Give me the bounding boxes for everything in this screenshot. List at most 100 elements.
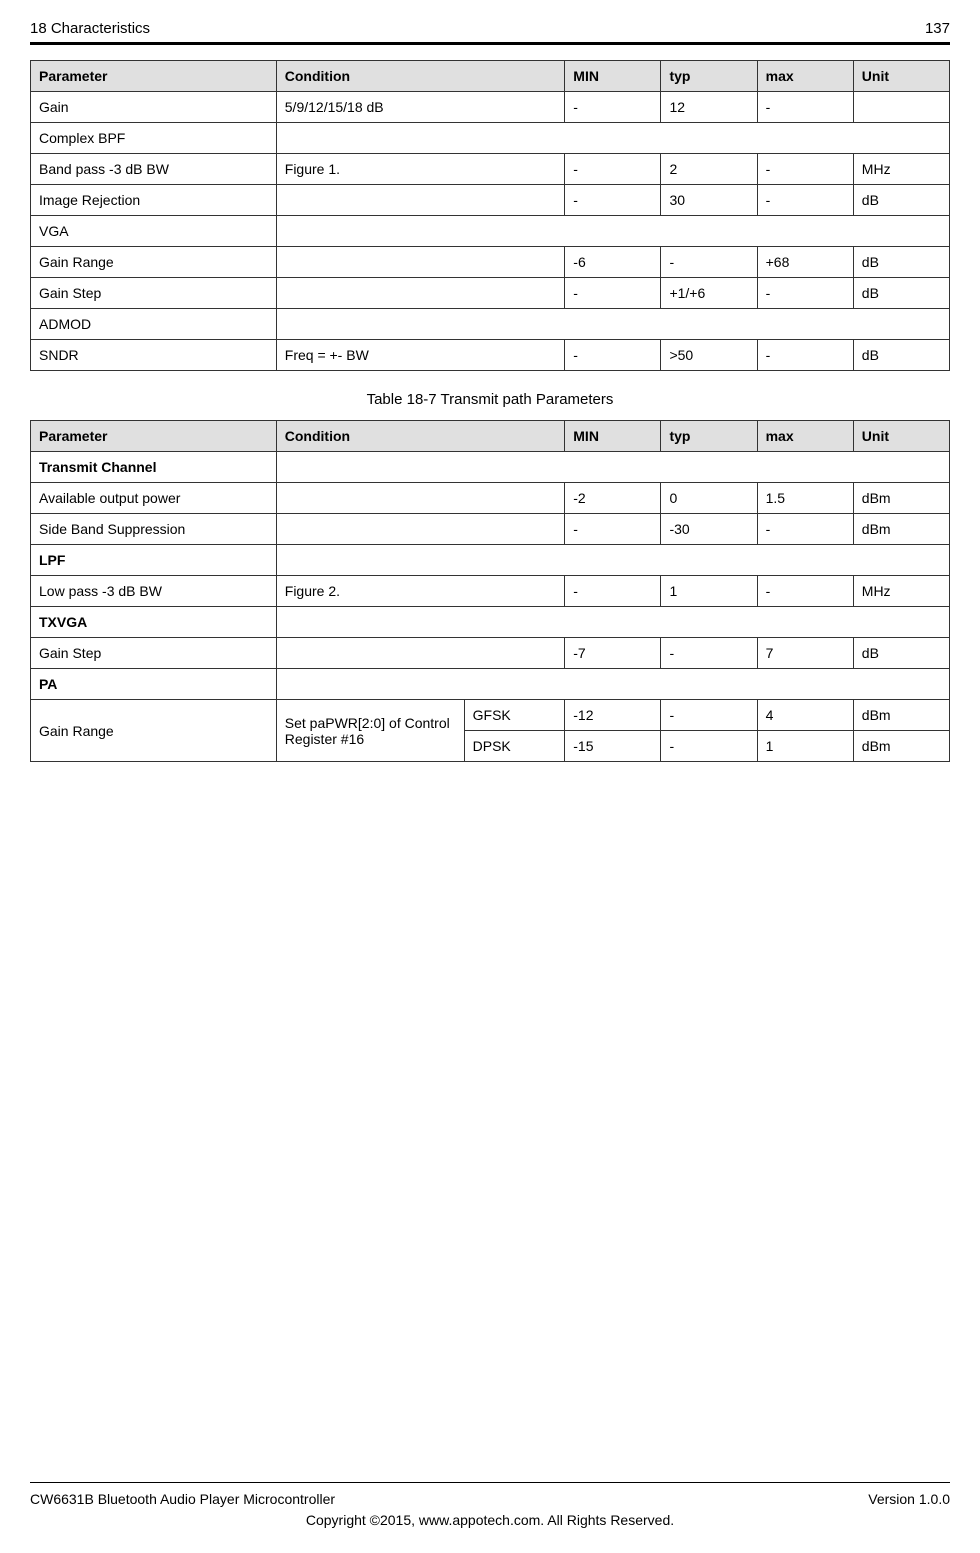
table-caption: Table 18-7 Transmit path Parameters <box>30 391 950 408</box>
cell-cond: Freq = +- BW <box>276 340 565 371</box>
cell-unit <box>853 92 949 123</box>
table-row: Gain Step -7 - 7 dB <box>31 638 950 669</box>
cell-cond <box>276 247 565 278</box>
cell-param: Side Band Suppression <box>31 514 277 545</box>
cell-unit: dB <box>853 638 949 669</box>
cell-modulation: GFSK <box>464 700 565 731</box>
col-header-max: max <box>757 421 853 452</box>
cell-param: Gain Step <box>31 638 277 669</box>
cell-max: +68 <box>757 247 853 278</box>
table-row: Transmit Channel <box>31 452 950 483</box>
table-row: Band pass -3 dB BW Figure 1. - 2 - MHz <box>31 154 950 185</box>
cell-typ: - <box>661 731 757 762</box>
cell-min: - <box>565 92 661 123</box>
page-header: 18 Characteristics 137 <box>30 20 950 45</box>
cell-typ: >50 <box>661 340 757 371</box>
cell-min: -12 <box>565 700 661 731</box>
cell-param: Available output power <box>31 483 277 514</box>
table-row: SNDR Freq = +- BW - >50 - dB <box>31 340 950 371</box>
cell-max: - <box>757 278 853 309</box>
table-row: TXVGA <box>31 607 950 638</box>
cell-unit: MHz <box>853 154 949 185</box>
table-row: Complex BPF <box>31 123 950 154</box>
cell-param: Image Rejection <box>31 185 277 216</box>
table-row: ADMOD <box>31 309 950 340</box>
col-header-min: MIN <box>565 421 661 452</box>
cell-cond <box>276 278 565 309</box>
cell-max: - <box>757 340 853 371</box>
cell-cond <box>276 514 565 545</box>
cell-typ: - <box>661 247 757 278</box>
table-row: Gain Range Set paPWR[2:0] of Control Reg… <box>31 700 950 731</box>
table-row: Gain 5/9/12/15/18 dB - 12 - <box>31 92 950 123</box>
table-row: Image Rejection - 30 - dB <box>31 185 950 216</box>
cell-min: - <box>565 514 661 545</box>
footer-product: CW6631B Bluetooth Audio Player Microcont… <box>30 1491 335 1507</box>
cell-empty <box>276 309 949 340</box>
col-header-parameter: Parameter <box>31 61 277 92</box>
cell-section: Complex BPF <box>31 123 277 154</box>
col-header-max: max <box>757 61 853 92</box>
cell-unit: dB <box>853 340 949 371</box>
receive-path-table: Parameter Condition MIN typ max Unit Gai… <box>30 60 950 371</box>
col-header-condition: Condition <box>276 421 565 452</box>
footer-copyright: Copyright ©2015, www.appotech.com. All R… <box>30 1512 950 1528</box>
cell-min: -15 <box>565 731 661 762</box>
footer-version: Version 1.0.0 <box>868 1491 950 1507</box>
cell-param: SNDR <box>31 340 277 371</box>
cell-min: -6 <box>565 247 661 278</box>
cell-param: Gain Step <box>31 278 277 309</box>
table-row: Side Band Suppression - -30 - dBm <box>31 514 950 545</box>
cell-typ: - <box>661 638 757 669</box>
cell-typ: +1/+6 <box>661 278 757 309</box>
cell-section: VGA <box>31 216 277 247</box>
cell-section: LPF <box>31 545 277 576</box>
col-header-unit: Unit <box>853 61 949 92</box>
cell-max: 4 <box>757 700 853 731</box>
cell-cond <box>276 483 565 514</box>
cell-cond: Figure 1. <box>276 154 565 185</box>
col-header-unit: Unit <box>853 421 949 452</box>
cell-min: - <box>565 154 661 185</box>
cell-param: Low pass -3 dB BW <box>31 576 277 607</box>
transmit-path-table: Parameter Condition MIN typ max Unit Tra… <box>30 420 950 762</box>
table-row: PA <box>31 669 950 700</box>
header-page-number: 137 <box>925 20 950 37</box>
cell-max: - <box>757 92 853 123</box>
cell-max: 1 <box>757 731 853 762</box>
table-row: Available output power -2 0 1.5 dBm <box>31 483 950 514</box>
cell-typ: 0 <box>661 483 757 514</box>
col-header-typ: typ <box>661 61 757 92</box>
cell-unit: dB <box>853 278 949 309</box>
cell-section: ADMOD <box>31 309 277 340</box>
cell-max: - <box>757 154 853 185</box>
cell-max: 7 <box>757 638 853 669</box>
col-header-min: MIN <box>565 61 661 92</box>
cell-unit: dB <box>853 247 949 278</box>
cell-unit: dBm <box>853 731 949 762</box>
cell-cond: Figure 2. <box>276 576 565 607</box>
cell-param: Gain <box>31 92 277 123</box>
cell-max: 1.5 <box>757 483 853 514</box>
cell-empty <box>276 545 949 576</box>
cell-typ: 30 <box>661 185 757 216</box>
cell-param: Gain Range <box>31 247 277 278</box>
table-row: Gain Range -6 - +68 dB <box>31 247 950 278</box>
cell-section: Transmit Channel <box>31 452 277 483</box>
cell-min: -7 <box>565 638 661 669</box>
cell-typ: 1 <box>661 576 757 607</box>
table-row: Gain Step - +1/+6 - dB <box>31 278 950 309</box>
cell-max: - <box>757 185 853 216</box>
col-header-typ: typ <box>661 421 757 452</box>
cell-unit: MHz <box>853 576 949 607</box>
cell-min: - <box>565 340 661 371</box>
cell-max: - <box>757 576 853 607</box>
table-row: LPF <box>31 545 950 576</box>
cell-unit: dBm <box>853 483 949 514</box>
col-header-condition: Condition <box>276 61 565 92</box>
cell-unit: dBm <box>853 514 949 545</box>
cell-typ: 12 <box>661 92 757 123</box>
cell-modulation: DPSK <box>464 731 565 762</box>
cell-min: - <box>565 278 661 309</box>
cell-unit: dB <box>853 185 949 216</box>
